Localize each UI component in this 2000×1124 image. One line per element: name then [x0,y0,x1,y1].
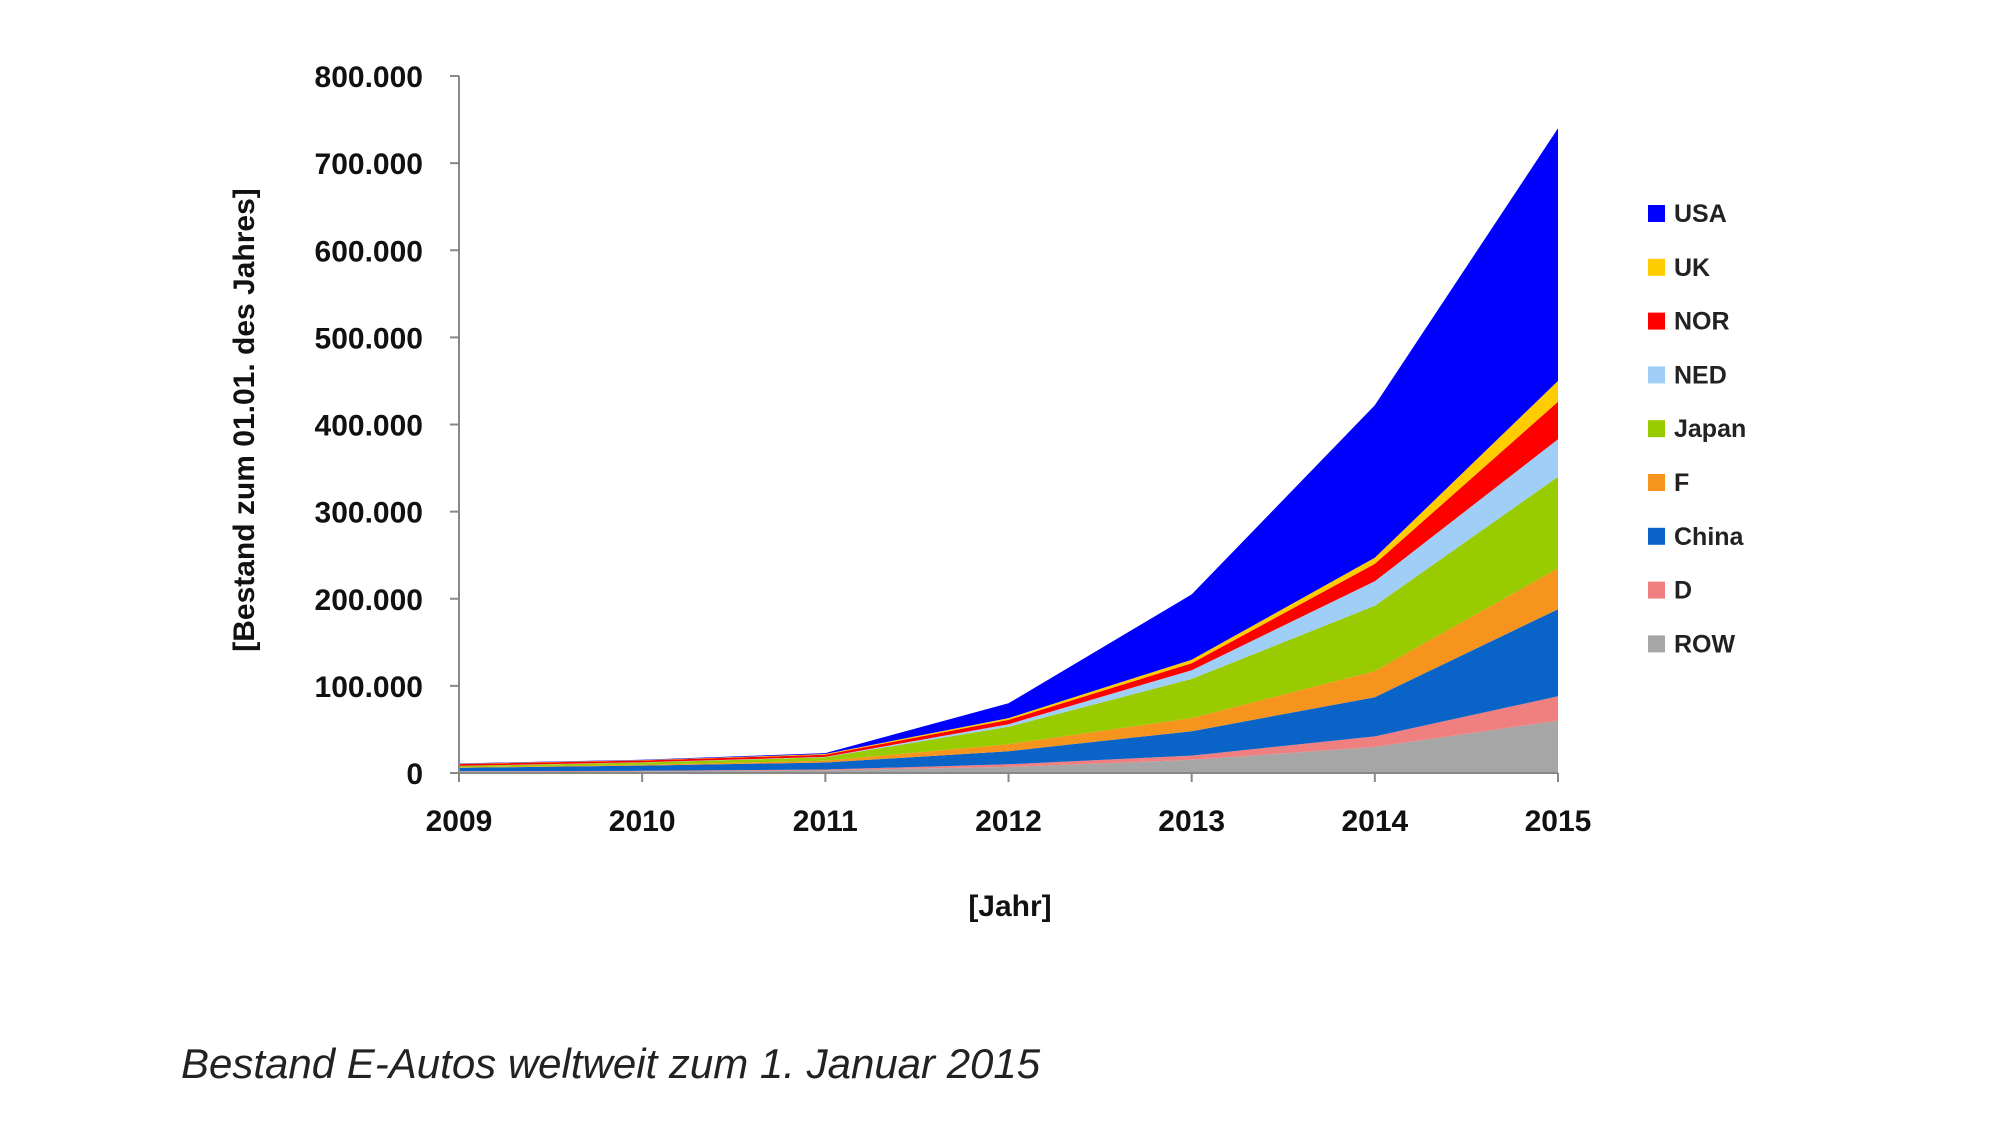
legend-item-china: China [1648,523,1745,551]
x-tick-label: 2013 [1158,805,1225,838]
area-series-china [459,609,1558,772]
figure-caption: Bestand E-Autos weltweit zum 1. Januar 2… [181,1040,1041,1087]
y-axis-title: [Bestand zum 01.01. des Jahres] [228,188,261,652]
legend-swatch [1648,474,1665,491]
legend-item-usa: USA [1648,200,1727,228]
legend: USA UK NOR NED Japan F China D ROW [1648,200,1746,658]
y-tick-label: 700.000 [315,148,423,181]
legend-label: China [1674,523,1745,551]
y-tick-label: 0 [406,758,423,791]
legend-label: Japan [1674,415,1746,443]
y-tick-label: 400.000 [315,410,423,443]
x-tick-label: 2010 [609,805,676,838]
x-tick-label: 2014 [1341,805,1408,838]
y-tick-label: 800.000 [315,61,423,94]
x-tick-label: 2009 [426,805,493,838]
legend-swatch [1648,527,1665,545]
area-series-nor [459,401,1558,766]
area-series-ned [459,439,1558,766]
area-series-japan [459,476,1558,768]
legend-label: ROW [1674,630,1736,658]
legend-swatch [1648,635,1665,653]
legend-item-nor: NOR [1648,308,1730,336]
area-series-row [459,720,1558,773]
stacked-areas [459,128,1558,773]
y-tick-label: 200.000 [315,584,423,617]
legend-item-uk: UK [1648,254,1710,282]
y-tick-label: 300.000 [315,497,423,530]
y-tick-label: 100.000 [315,671,423,704]
legend-label: UK [1674,254,1710,282]
x-tick-label: 2015 [1525,805,1592,838]
legend-swatch [1648,420,1665,438]
legend-item-ned: NED [1648,361,1727,389]
legend-item-d: D [1648,577,1692,605]
x-tick-label: 2011 [793,805,858,838]
legend-item-row: ROW [1648,630,1736,658]
legend-swatch [1648,312,1665,330]
legend-swatch [1648,366,1665,384]
x-tick-label: 2012 [975,805,1042,838]
x-ticks: 2009 2010 2011 2012 2013 2014 2015 [426,773,1592,838]
area-series-d [459,696,1558,772]
legend-label: NED [1674,361,1727,389]
legend-label: D [1674,577,1692,605]
area-series-usa [459,128,1558,764]
legend-label: USA [1674,200,1727,228]
legend-item-japan: Japan [1648,415,1746,443]
legend-swatch [1648,258,1665,276]
legend-swatch [1648,205,1665,222]
y-ticks: 0 100.000 200.000 300.000 400.000 500.000 600.… [315,61,459,791]
legend-swatch [1648,581,1665,599]
x-axis-title: [Jahr] [968,890,1051,923]
legend-label: NOR [1674,308,1730,336]
legend-item-f: F [1648,469,1689,497]
legend-label: F [1674,469,1689,497]
y-tick-label: 600.000 [315,235,423,268]
y-tick-label: 500.000 [315,322,423,355]
